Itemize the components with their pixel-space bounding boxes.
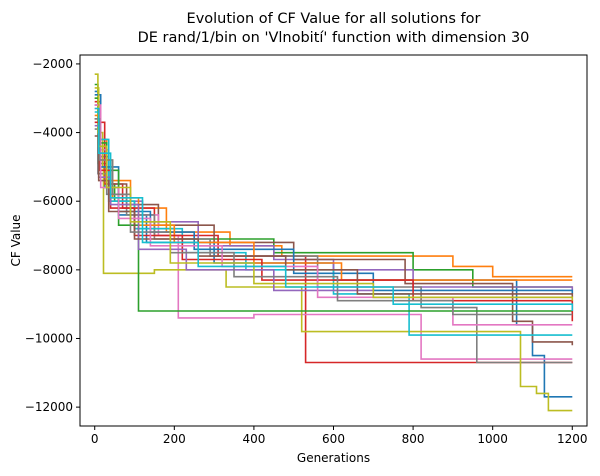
chart-title: Evolution of CF Value for all solutions … xyxy=(138,11,530,46)
x-tick-label: 1200 xyxy=(557,432,588,446)
series-line-16 xyxy=(94,135,574,298)
x-tick-label: 800 xyxy=(402,432,425,446)
y-tick-label: −6000 xyxy=(32,194,73,208)
y-tick-label: −12000 xyxy=(25,400,73,414)
x-axis-ticks: 0 200 400 600 800 1000 1200 xyxy=(91,426,588,446)
y-tick-label: −10000 xyxy=(25,331,73,345)
x-tick-label: 1000 xyxy=(477,432,508,446)
y-axis-ticks: −12000 −10000 −8000 −6000 −4000 −2000 xyxy=(25,57,80,414)
y-axis-label: CF Value xyxy=(9,214,23,266)
series-line-1 xyxy=(94,90,573,398)
y-tick-label: −2000 xyxy=(32,57,73,71)
x-axis-label: Generations xyxy=(297,451,370,465)
series-line-20 xyxy=(94,107,574,311)
chart-title-line: DE rand/1/bin on 'Vlnobití' function wit… xyxy=(138,30,530,46)
y-tick-label: −4000 xyxy=(32,126,73,140)
chart-title-line: Evolution of CF Value for all solutions … xyxy=(187,11,481,27)
series-line-7 xyxy=(94,107,573,360)
x-tick-label: 200 xyxy=(163,432,186,446)
x-tick-label: 0 xyxy=(91,432,99,446)
x-tick-label: 600 xyxy=(322,432,345,446)
x-tick-label: 400 xyxy=(242,432,265,446)
series-line-9 xyxy=(94,73,573,412)
y-tick-label: −8000 xyxy=(32,263,73,277)
axes-frame xyxy=(79,54,588,427)
series-line-19 xyxy=(94,87,574,301)
series-group xyxy=(94,73,574,412)
